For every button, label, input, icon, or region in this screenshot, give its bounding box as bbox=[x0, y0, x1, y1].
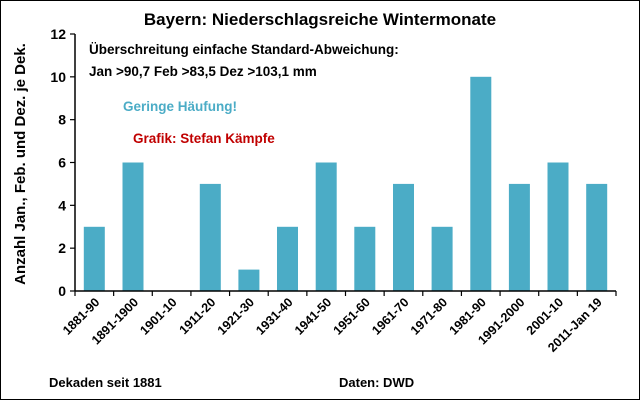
x-tick-label: 1911-20 bbox=[177, 295, 219, 337]
y-axis-label: Anzahl Jan., Feb. und Dez. je Dek. bbox=[12, 43, 29, 285]
bar-1941-50 bbox=[315, 162, 337, 291]
footer-data-source: Daten: DWD bbox=[339, 375, 414, 390]
bar-1981-90 bbox=[470, 76, 492, 291]
y-tick-label: 0 bbox=[58, 283, 66, 299]
bar-1961-70 bbox=[393, 183, 414, 291]
bar-1991-2000 bbox=[508, 183, 530, 291]
chart-title: Bayern: Niederschlagsreiche Wintermonate bbox=[144, 10, 496, 29]
bar-1881-90 bbox=[83, 226, 105, 292]
annotation-accumulation: Geringe Häufung! bbox=[123, 99, 237, 114]
x-tick-label: 1941-50 bbox=[292, 295, 334, 337]
annotation-threshold-values: Jan >90,7 Feb >83,5 Dez >103,1 mm bbox=[89, 64, 317, 79]
y-tick-label: 4 bbox=[58, 197, 66, 213]
bar-2011-Jan 19 bbox=[586, 183, 608, 291]
bar-1931-40 bbox=[277, 226, 298, 292]
x-tick-label: 1921-30 bbox=[215, 295, 257, 337]
y-tick-label: 6 bbox=[58, 155, 66, 171]
bar-1891-1900 bbox=[122, 162, 144, 291]
bar-1971-80 bbox=[431, 226, 453, 292]
y-ticks-group: 0 2 4 6 8 10 12 bbox=[50, 26, 75, 299]
bar-2001-10 bbox=[547, 162, 569, 291]
y-tick-label: 2 bbox=[58, 240, 66, 256]
bar-1911-20 bbox=[199, 183, 221, 291]
y-tick-label: 12 bbox=[50, 26, 66, 42]
x-tick-label: 1961-70 bbox=[369, 295, 411, 337]
y-tick-label: 10 bbox=[50, 69, 66, 85]
x-tick-label: 1971-80 bbox=[408, 295, 450, 337]
bar-1951-60 bbox=[354, 226, 376, 292]
x-tick-label: 1901-10 bbox=[137, 295, 179, 337]
annotation-threshold-title: Überschreitung einfache Standard-Abweich… bbox=[89, 42, 399, 57]
x-tick-label: 1931-40 bbox=[253, 295, 295, 337]
annotation-credit: Grafik: Stefan Kämpfe bbox=[133, 131, 275, 146]
bars-group bbox=[83, 76, 608, 292]
x-ticks-group: 1881-901891-19001901-101911-201921-30193… bbox=[60, 291, 617, 355]
y-tick-label: 8 bbox=[58, 112, 66, 128]
x-tick-label: 1951-60 bbox=[331, 295, 373, 337]
footer-decades-note: Dekaden seit 1881 bbox=[49, 375, 162, 390]
bar-1921-30 bbox=[238, 269, 260, 291]
